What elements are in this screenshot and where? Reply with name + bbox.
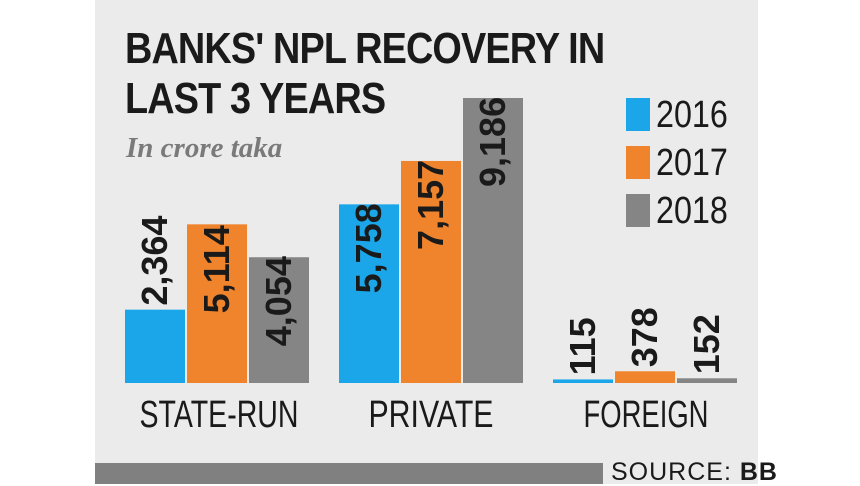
category-label-state-run: STATE-RUN [140,394,299,436]
value-label-foreign-2018: 152 [686,314,727,374]
value-label-private-2018: 9,186 [472,97,513,187]
chart-title: BANKS' NPL RECOVERY IN LAST 3 YEARS [125,24,605,123]
bar-foreign-2016 [553,379,613,383]
bar-private-2018 [463,98,523,383]
value-label-foreign-2017: 378 [624,307,665,367]
bar-foreign-2018 [677,378,737,383]
category-label-private: PRIVATE [369,394,494,436]
value-label-state-run-2016: 2,364 [134,216,175,306]
bar-foreign-2017 [615,371,675,383]
value-label-foreign-2016: 115 [562,317,603,375]
value-label-private-2016: 5,758 [348,203,389,293]
bar-state-run-2018 [249,257,309,383]
legend-item-2016: 2016 [626,93,756,137]
value-label-private-2017: 7,157 [410,160,451,250]
legend-label-2017: 2017 [656,142,728,184]
bar-state-run-2016 [125,309,185,383]
legend-item-2017: 2017 [626,141,756,185]
bar-private-2016 [339,204,399,383]
legend-label-2016: 2016 [656,94,728,136]
value-label-state-run-2018: 4,054 [258,256,299,346]
source-credit: SOURCE: BB [611,459,778,485]
legend-swatch-2016 [626,98,650,131]
legend-label-2018: 2018 [656,190,728,232]
source-name: BB [739,458,778,486]
category-label-foreign: FOREIGN [584,394,709,436]
legend-swatch-2017 [626,146,650,179]
legend-item-2018: 2018 [626,189,756,233]
legend-swatch-2018 [626,194,650,227]
source-prefix: SOURCE: [611,458,732,486]
footer-bar [95,463,603,484]
chart-subtitle: In crore taka [126,132,283,164]
bar-private-2017 [401,160,461,383]
value-label-state-run-2017: 5,114 [196,225,237,313]
bar-state-run-2017 [187,224,247,383]
